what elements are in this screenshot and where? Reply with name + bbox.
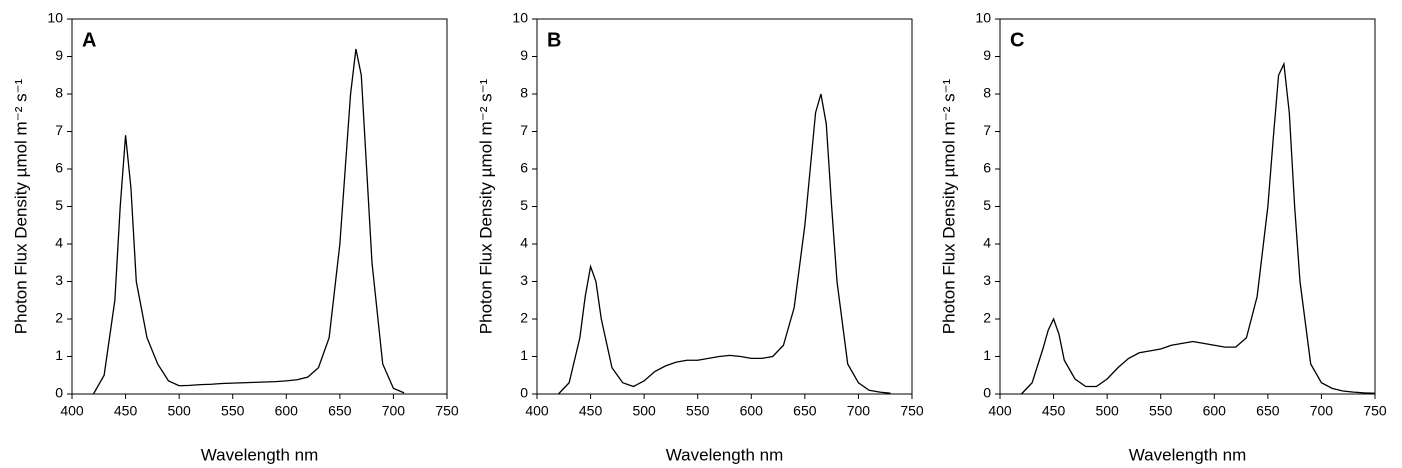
x-tick-label: 600 <box>1203 403 1227 419</box>
x-tick-label: 400 <box>988 403 1012 419</box>
x-tick-label: 550 <box>221 403 245 419</box>
x-tick-label: 600 <box>275 403 299 419</box>
y-tick-label: 0 <box>520 385 528 401</box>
y-tick-label: 2 <box>983 310 991 326</box>
x-tick-label: 700 <box>382 403 406 419</box>
y-tick-label: 5 <box>983 197 991 213</box>
y-tick-label: 8 <box>55 85 63 101</box>
y-tick-label: 6 <box>520 160 528 176</box>
y-tick-label: 3 <box>520 272 528 288</box>
x-tick-label: 650 <box>793 403 817 419</box>
x-tick-label: 750 <box>900 403 924 419</box>
x-tick-label: 500 <box>167 403 191 419</box>
y-tick-label: 4 <box>520 235 528 251</box>
x-tick-label: 500 <box>1095 403 1119 419</box>
y-tick-label: 3 <box>983 272 991 288</box>
plot-frame <box>999 18 1376 395</box>
y-tick-label: 9 <box>55 47 63 63</box>
y-tick-label: 7 <box>520 122 528 138</box>
x-tick-label: 750 <box>435 403 459 419</box>
x-axis-title: Wavelength nm <box>1129 445 1246 464</box>
y-tick-label: 6 <box>983 160 991 176</box>
y-tick-label: 6 <box>55 160 63 176</box>
x-tick-label: 550 <box>686 403 710 419</box>
y-tick-label: 8 <box>520 85 528 101</box>
x-tick-label: 450 <box>114 403 138 419</box>
x-tick-label: 700 <box>847 403 871 419</box>
y-tick-label: 7 <box>983 122 991 138</box>
y-tick-label: 10 <box>975 10 991 26</box>
x-tick-label: 600 <box>740 403 764 419</box>
spectrum-line <box>1020 61 1376 395</box>
x-tick-label: 750 <box>1363 403 1387 419</box>
y-tick-label: 2 <box>55 310 63 326</box>
x-tick-label: 650 <box>328 403 352 419</box>
y-tick-label: 10 <box>47 10 63 26</box>
x-tick-label: 450 <box>1042 403 1066 419</box>
panel: 0 1 2 3 4 5 6 7 8 9 10 400 450 500 550 600 650 700 750 Wave… <box>939 10 1386 465</box>
y-axis-title: Photon Flux Density µmol m⁻² s⁻¹ <box>476 78 495 334</box>
y-tick-label: 3 <box>55 272 63 288</box>
panel: 0 1 2 3 4 5 6 7 8 9 10 400 450 500 550 600 650 700 750 Wave… <box>11 10 458 465</box>
panel-label: C <box>1010 29 1024 51</box>
y-tick-label: 1 <box>55 347 63 363</box>
x-tick-label: 650 <box>1256 403 1280 419</box>
y-tick-label: 9 <box>983 47 991 63</box>
y-axis-title: Photon Flux Density µmol m⁻² s⁻¹ <box>939 78 958 334</box>
spectrum-line <box>557 93 891 395</box>
y-tick-label: 1 <box>983 347 991 363</box>
y-tick-label: 9 <box>520 47 528 63</box>
y-tick-label: 4 <box>55 235 63 251</box>
panel-label: A <box>82 29 96 51</box>
y-tick-label: 2 <box>520 310 528 326</box>
x-tick-label: 400 <box>525 403 549 419</box>
x-tick-label: 550 <box>1149 403 1173 419</box>
x-tick-label: 450 <box>579 403 603 419</box>
plot-frame <box>71 18 448 395</box>
y-tick-label: 4 <box>983 235 991 251</box>
plot-frame <box>536 18 913 395</box>
spectrum-line <box>92 48 405 395</box>
y-tick-label: 5 <box>55 197 63 213</box>
y-tick-label: 0 <box>983 385 991 401</box>
y-tick-label: 0 <box>55 385 63 401</box>
y-tick-label: 5 <box>520 197 528 213</box>
panel-label: B <box>547 29 561 51</box>
y-tick-label: 7 <box>55 122 63 138</box>
y-tick-label: 10 <box>512 10 528 26</box>
x-axis-title: Wavelength nm <box>201 445 318 464</box>
x-tick-label: 700 <box>1310 403 1334 419</box>
y-tick-label: 1 <box>520 347 528 363</box>
panel: 0 1 2 3 4 5 6 7 8 9 10 400 450 500 550 600 650 700 750 Wave… <box>476 10 923 465</box>
x-axis-title: Wavelength nm <box>666 445 783 464</box>
x-tick-label: 500 <box>632 403 656 419</box>
x-tick-label: 400 <box>60 403 84 419</box>
y-axis-title: Photon Flux Density µmol m⁻² s⁻¹ <box>11 78 30 334</box>
y-tick-label: 8 <box>983 85 991 101</box>
